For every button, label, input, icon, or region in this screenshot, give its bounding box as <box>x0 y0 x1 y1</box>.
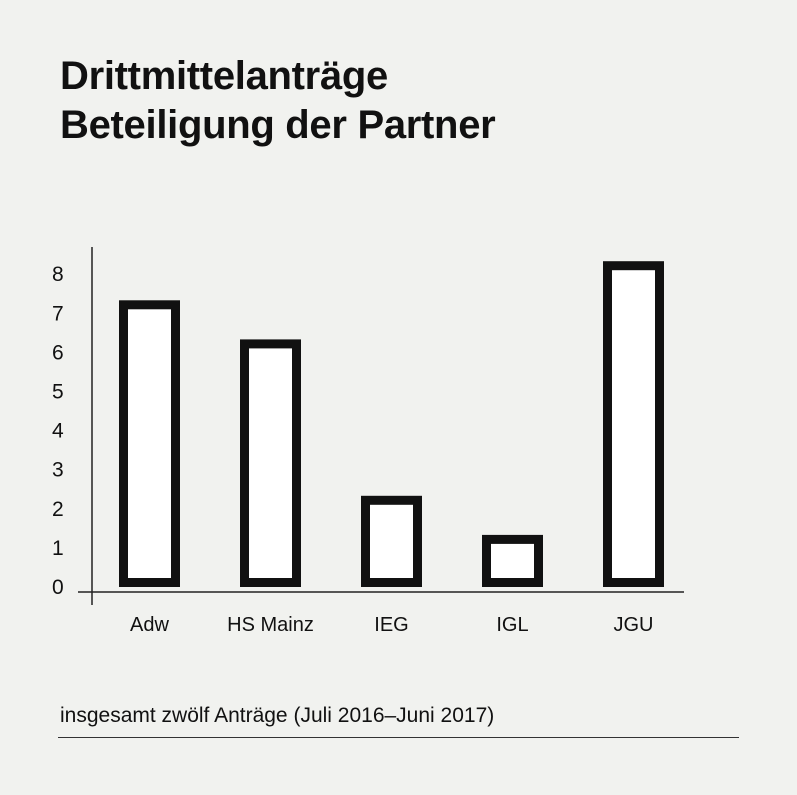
y-axis-ticks: 0 1 2 3 4 5 6 7 8 <box>52 263 64 599</box>
x-tick-label: HS Mainz <box>227 614 314 636</box>
bar-hs-mainz <box>240 339 301 587</box>
y-tick-label: 5 <box>52 381 64 404</box>
y-tick-label: 0 <box>52 576 64 599</box>
bar-adw <box>119 300 180 587</box>
bar-jgu <box>603 261 664 587</box>
footnote: insgesamt zwölf Anträge (Juli 2016–Juni … <box>60 704 495 727</box>
chart-bars <box>119 261 664 588</box>
y-tick-label: 7 <box>52 302 64 325</box>
y-tick-label: 3 <box>52 459 64 482</box>
y-tick-label: 6 <box>52 341 64 364</box>
y-tick-label: 2 <box>52 498 64 521</box>
x-tick-label: IGL <box>496 614 528 636</box>
x-tick-label: IEG <box>374 614 408 636</box>
x-tick-label: Adw <box>130 614 169 636</box>
x-tick-label: JGU <box>614 614 654 636</box>
chart-title-line-1: Drittmittelanträge <box>60 54 388 98</box>
chart-title: Drittmittelanträge Beteiligung der Partn… <box>60 52 496 150</box>
chart-title-line-2: Beteiligung der Partner <box>60 103 496 147</box>
footnote-divider <box>58 737 739 738</box>
chart-axes <box>78 247 684 605</box>
y-tick-label: 8 <box>52 263 64 286</box>
y-tick-label: 4 <box>52 420 64 443</box>
bar-igl <box>482 534 543 588</box>
bar-ieg <box>361 495 422 587</box>
x-axis-ticks: Adw HS Mainz IEG IGL JGU <box>130 614 653 636</box>
y-tick-label: 1 <box>52 537 64 560</box>
